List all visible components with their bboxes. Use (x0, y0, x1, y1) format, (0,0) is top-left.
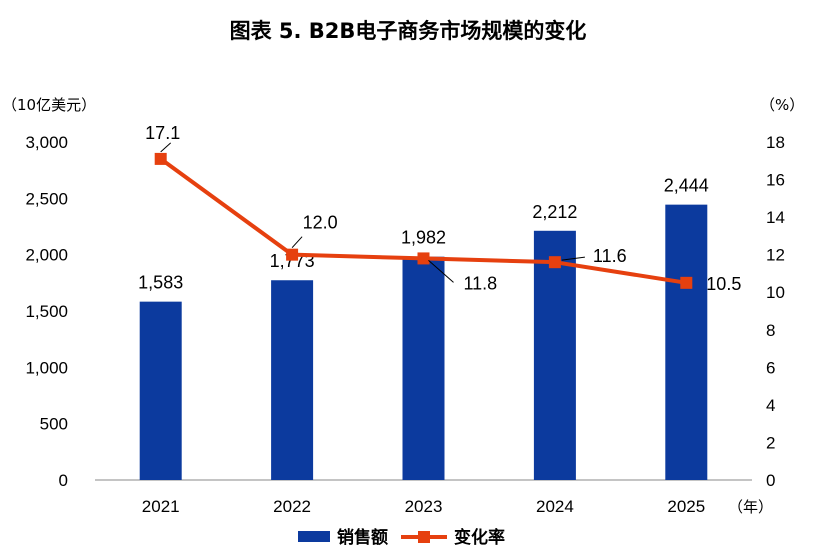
legend-line-label: 变化率 (454, 527, 505, 548)
left-tick-label: 2,500 (25, 189, 68, 208)
bar-data-label: 2,444 (664, 176, 709, 196)
bar (402, 256, 445, 480)
right-axis-ticks: 0 2 4 6 8 10 12 14 16 18 (766, 133, 785, 490)
x-tick-label: 2024 (536, 497, 574, 516)
right-tick-label: 2 (766, 433, 775, 452)
leader-line (561, 256, 585, 261)
line-marker (680, 276, 693, 289)
x-axis-ticks: 2021 2022 2023 2024 2025 (142, 497, 705, 516)
right-tick-label: 18 (766, 133, 785, 152)
leader-line (291, 236, 303, 249)
left-tick-label: 1,500 (25, 302, 68, 321)
right-tick-label: 8 (766, 321, 775, 340)
right-tick-label: 14 (766, 208, 785, 227)
left-tick-label: 500 (40, 415, 68, 434)
line-marker (548, 256, 561, 269)
line-series (154, 152, 693, 289)
chart-title: 图表 5. B2B电子商务市场规模的变化 (230, 19, 587, 43)
legend-bar-label: 销售额 (337, 527, 388, 548)
right-tick-label: 10 (766, 283, 785, 302)
bar-data-label: 1,982 (401, 228, 446, 248)
right-tick-label: 6 (766, 358, 775, 377)
legend-bar-swatch (298, 531, 330, 542)
left-axis-unit: （10亿美元） (2, 96, 96, 114)
x-tick-label: 2023 (405, 497, 443, 516)
leader-line (160, 142, 172, 153)
line-data-label: 17.1 (145, 123, 180, 143)
line-data-label: 10.5 (706, 274, 741, 294)
bar-series (139, 204, 708, 480)
right-axis-unit: （%） (760, 96, 804, 114)
x-tick-label: 2021 (142, 497, 180, 516)
line-data-label: 12.0 (303, 213, 338, 233)
bar-data-label: 1,583 (138, 273, 183, 293)
leader-line (428, 260, 454, 283)
line-data-label: 11.6 (593, 246, 627, 266)
x-tick-label: 2025 (667, 497, 705, 516)
line-data-label: 11.8 (464, 273, 498, 293)
line-marker (154, 152, 167, 165)
x-tick-label: 2022 (273, 497, 311, 516)
left-tick-label: 3,000 (25, 133, 68, 152)
bar (139, 301, 182, 480)
bar (665, 204, 708, 480)
right-tick-label: 12 (766, 246, 785, 265)
left-tick-label: 0 (59, 471, 68, 490)
bar (271, 280, 314, 480)
line-data-labels: 17.1 12.0 11.8 11.6 10.5 (145, 123, 741, 294)
left-tick-label: 1,000 (25, 358, 68, 377)
left-tick-label: 2,000 (25, 246, 68, 265)
legend: 销售额 变化率 (298, 527, 505, 548)
bar-data-label: 2,212 (532, 202, 577, 222)
line-marker (417, 252, 430, 265)
x-axis-unit: （年） (728, 498, 773, 516)
bar (533, 230, 576, 480)
left-axis-ticks: 0 500 1,000 1,500 2,000 2,500 3,000 (25, 133, 68, 490)
right-tick-label: 16 (766, 171, 785, 190)
right-tick-label: 0 (766, 471, 775, 490)
legend-line-marker (418, 531, 430, 543)
right-tick-label: 4 (766, 396, 775, 415)
line-marker (286, 248, 299, 261)
